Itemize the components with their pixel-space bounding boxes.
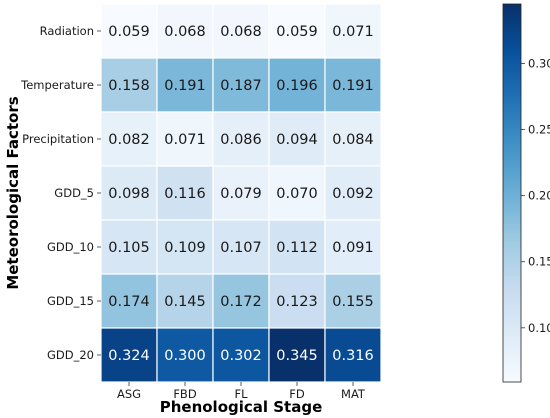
y-tick-label: GDD_5 bbox=[54, 186, 94, 200]
y-tick-label: GDD_10 bbox=[47, 240, 94, 254]
heatmap-cell bbox=[324, 165, 382, 221]
colorbar-gradient bbox=[502, 3, 522, 383]
heatmap-cell bbox=[212, 273, 270, 329]
heatmap-cell bbox=[212, 219, 270, 275]
heatmap-cell bbox=[100, 3, 158, 59]
heatmap-cell bbox=[100, 327, 158, 383]
y-tick-label: Temperature bbox=[20, 78, 94, 92]
x-tick-label: FBD bbox=[173, 387, 197, 401]
heatmap-cell bbox=[156, 219, 214, 275]
x-tick-label: FD bbox=[289, 387, 305, 401]
cell-value-label: 0.094 bbox=[276, 132, 318, 148]
colorbar-tick-label: 0.30 bbox=[528, 56, 550, 70]
cell-value-label: 0.174 bbox=[108, 294, 150, 310]
cell-value-label: 0.070 bbox=[276, 186, 318, 202]
heatmap-cell bbox=[212, 57, 270, 113]
cell-value-label: 0.187 bbox=[220, 78, 262, 94]
cell-value-label: 0.068 bbox=[164, 24, 206, 40]
y-tick-label: Precipitation bbox=[22, 132, 94, 146]
x-tick-labels: ASG FBD FL FD MAT bbox=[117, 382, 366, 401]
cell-value-label: 0.071 bbox=[164, 132, 206, 148]
heatmap-cell bbox=[268, 273, 326, 329]
cell-value-label: 0.107 bbox=[220, 240, 262, 256]
y-tick-label: GDD_20 bbox=[47, 348, 94, 362]
cell-value-label: 0.158 bbox=[108, 78, 150, 94]
cell-value-label: 0.109 bbox=[164, 240, 206, 256]
cell-value-label: 0.079 bbox=[220, 186, 262, 202]
colorbar: 0.10 0.15 0.20 0.25 0.30 bbox=[502, 3, 550, 383]
cell-value-label: 0.300 bbox=[164, 348, 206, 364]
y-tick-label: GDD_15 bbox=[47, 294, 94, 308]
heatmap-cells bbox=[100, 3, 382, 383]
colorbar-tick-label: 0.20 bbox=[528, 189, 550, 203]
cell-value-label: 0.059 bbox=[108, 24, 150, 40]
cell-value-label: 0.116 bbox=[164, 186, 206, 202]
colorbar-ticks: 0.10 0.15 0.20 0.25 0.30 bbox=[521, 56, 550, 335]
cell-value-label: 0.123 bbox=[276, 294, 318, 310]
cell-value-label: 0.092 bbox=[332, 186, 374, 202]
cell-value-label: 0.316 bbox=[332, 348, 374, 364]
cell-value-label: 0.112 bbox=[276, 240, 318, 256]
cell-value-label: 0.071 bbox=[332, 24, 374, 40]
cell-value-label: 0.098 bbox=[108, 186, 150, 202]
x-tick-label: FL bbox=[234, 387, 248, 401]
y-tick-label: Radiation bbox=[40, 24, 94, 38]
cell-value-label: 0.082 bbox=[108, 132, 150, 148]
heatmap-cell bbox=[212, 165, 270, 221]
cell-value-label: 0.084 bbox=[332, 132, 374, 148]
heatmap-cell bbox=[156, 165, 214, 221]
heatmap-cell bbox=[324, 57, 382, 113]
heatmap-cell bbox=[156, 273, 214, 329]
heatmap-cell bbox=[100, 219, 158, 275]
y-tick-labels: Radiation Temperature Precipitation GDD_5 GD… bbox=[20, 24, 101, 362]
heatmap-cell bbox=[156, 3, 214, 59]
cell-value-label: 0.086 bbox=[220, 132, 262, 148]
heatmap-cell bbox=[268, 111, 326, 167]
cell-value-label: 0.191 bbox=[164, 78, 206, 94]
cell-value-label: 0.324 bbox=[108, 348, 150, 364]
heatmap-cell-labels: 0.059 0.068 0.068 0.059 0.071 0.158 0.191 0.187… bbox=[108, 24, 374, 364]
heatmap-cell bbox=[324, 273, 382, 329]
heatmap-cell bbox=[268, 165, 326, 221]
cell-value-label: 0.191 bbox=[332, 78, 374, 94]
colorbar-tick-label: 0.10 bbox=[528, 321, 550, 335]
colorbar-tick-label: 0.15 bbox=[528, 255, 550, 269]
cell-value-label: 0.345 bbox=[276, 348, 318, 364]
cell-value-label: 0.172 bbox=[220, 294, 262, 310]
cell-value-label: 0.302 bbox=[220, 348, 262, 364]
cell-value-label: 0.105 bbox=[108, 240, 150, 256]
y-axis-title: Meteorological Factors bbox=[4, 96, 22, 289]
cell-value-label: 0.068 bbox=[220, 24, 262, 40]
x-tick-label: ASG bbox=[117, 387, 141, 401]
cell-value-label: 0.155 bbox=[332, 294, 374, 310]
heatmap-cell bbox=[156, 111, 214, 167]
cell-value-label: 0.196 bbox=[276, 78, 318, 94]
colorbar-tick-label: 0.25 bbox=[528, 123, 550, 137]
cell-value-label: 0.145 bbox=[164, 294, 206, 310]
cell-value-label: 0.059 bbox=[276, 24, 318, 40]
cell-value-label: 0.091 bbox=[332, 240, 374, 256]
x-axis-title: Phenological Stage bbox=[160, 398, 323, 416]
x-tick-label: MAT bbox=[341, 387, 366, 401]
